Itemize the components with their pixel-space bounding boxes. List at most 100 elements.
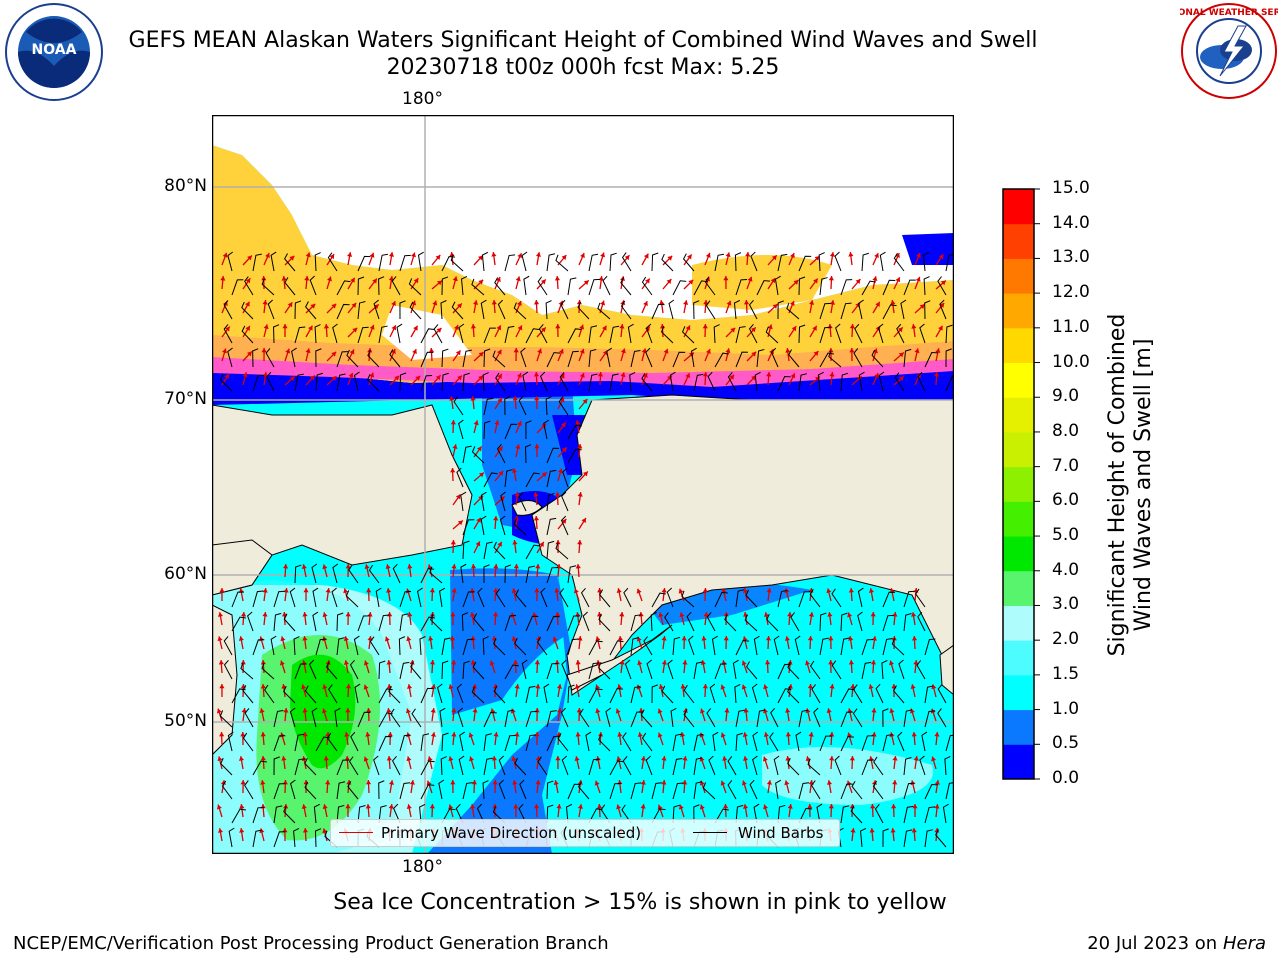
wind-barb <box>622 732 632 752</box>
wave-arrow-head <box>331 376 337 381</box>
wave-arrow-head <box>493 732 499 737</box>
colorbar-tick-label: 9.0 <box>1052 386 1080 407</box>
wave-arrow-head <box>245 278 251 284</box>
wave-arrow-head <box>645 326 650 332</box>
wave-arrow-head <box>594 780 600 786</box>
lon-label-bottom: 180° <box>402 857 443 877</box>
wave-arrow-head <box>829 252 835 257</box>
wave-arrow-head <box>364 564 370 570</box>
wind-barb <box>702 782 716 800</box>
wind-barb <box>893 252 905 272</box>
wind-barb <box>683 709 695 728</box>
wave-region-arctic-band <box>212 365 954 410</box>
wind-barb <box>399 734 411 752</box>
wave-arrow-head <box>871 708 877 713</box>
footer-date-text: 20 Jul 2023 on <box>1087 933 1223 954</box>
wave-arrow-head <box>217 636 223 642</box>
wind-barb <box>798 324 806 344</box>
wind-barb <box>420 616 435 632</box>
wind-barb <box>313 803 320 824</box>
wind-barb <box>546 735 560 752</box>
wave-arrow-head <box>619 660 625 665</box>
wave-arrow-head <box>722 756 728 761</box>
wave-arrow-head <box>493 588 499 593</box>
wind-barb <box>441 256 456 272</box>
wave-arrow-head <box>766 372 772 377</box>
wind-barb <box>294 326 306 344</box>
wave-arrow-head <box>302 732 308 737</box>
wind-barb <box>560 707 569 728</box>
wave-arrow-head <box>602 325 607 331</box>
wind-barb <box>223 324 233 344</box>
wave-arrow-head <box>388 780 395 785</box>
wave-arrow-head <box>406 636 412 642</box>
wave-arrow-head <box>911 828 917 833</box>
wind-barb <box>641 276 653 296</box>
wave-arrow-head <box>807 804 813 809</box>
wind-barb <box>651 252 659 272</box>
wind-barb <box>777 375 791 392</box>
wave-arrow-head <box>498 470 504 476</box>
wave-arrow-head <box>478 472 484 478</box>
wind-barb <box>537 756 548 776</box>
wave-arrow-head <box>534 444 540 449</box>
wave-arrow-head <box>385 564 391 570</box>
lat-label-50: 50°N <box>164 711 207 731</box>
wave-arrow-head <box>409 780 415 785</box>
wave-arrow-head <box>895 253 900 259</box>
wave-arrow-head <box>217 828 224 833</box>
wind-barb <box>871 349 884 368</box>
wave-arrow-head <box>496 325 502 331</box>
wind-barb <box>283 685 296 704</box>
wind-barb <box>378 660 386 680</box>
wave-arrow-head <box>511 588 517 593</box>
wave-arrow-head <box>448 804 454 810</box>
wave-arrow-head <box>305 348 311 354</box>
chart-title: GEFS MEAN Alaskan Waters Significant Hei… <box>128 28 1038 53</box>
wind-barb <box>882 828 889 848</box>
wave-arrow-head <box>489 660 495 666</box>
wind-barb <box>221 780 233 800</box>
wind-barb <box>546 615 560 632</box>
wind-barb <box>504 615 517 632</box>
wave-arrow-head <box>259 708 265 714</box>
wind-barb <box>585 731 592 752</box>
wind-barb <box>453 396 464 416</box>
wind-barb <box>819 637 829 656</box>
wind-barb <box>420 687 434 704</box>
wind-barb <box>668 299 675 320</box>
wave-arrow-head <box>515 276 521 282</box>
wind-barb <box>924 685 934 704</box>
wave-arrow-head <box>242 372 248 378</box>
wave-arrow-head <box>492 780 498 785</box>
wind-barb <box>504 469 513 488</box>
wind-barb <box>476 803 485 824</box>
wave-arrow-head <box>793 279 799 285</box>
wind-barb <box>312 587 319 608</box>
wind-barb <box>840 688 855 704</box>
wind-barb <box>294 373 304 392</box>
wave-arrow-head <box>512 396 518 401</box>
wave-arrow-head <box>702 684 708 689</box>
wind-barb <box>223 300 233 320</box>
wind-barb <box>621 804 632 824</box>
wave-arrow-head <box>302 636 308 641</box>
wave-arrow-head <box>535 780 541 785</box>
wave-arrow-head <box>850 828 856 833</box>
wave-arrow-head <box>762 756 768 762</box>
wave-arrow-head <box>511 636 517 642</box>
wind-barb <box>525 710 537 728</box>
wave-arrow-head <box>384 636 390 642</box>
wave-arrow-head <box>595 684 600 690</box>
wind-barb <box>231 808 246 824</box>
wave-arrow-head <box>789 300 795 306</box>
wave-arrow-head <box>259 828 265 834</box>
wind-barb <box>917 371 926 392</box>
wind-barb <box>840 637 850 656</box>
wave-arrow-head <box>889 660 895 666</box>
wind-barb <box>525 444 532 464</box>
wind-barb <box>326 732 338 752</box>
colorbar-cell <box>1003 640 1034 676</box>
swell-patch-east <box>762 747 934 805</box>
wave-arrow-head <box>699 708 705 714</box>
